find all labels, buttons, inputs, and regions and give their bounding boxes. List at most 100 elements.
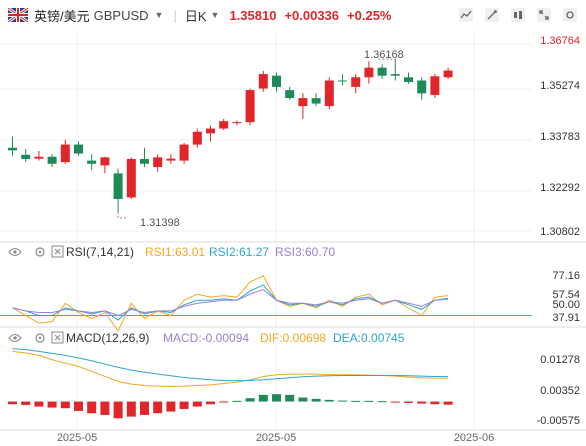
macd-title: MACD(12,26,9) [66,331,149,345]
candle-body [113,173,123,200]
rsi1-line [12,275,449,332]
macd-bar [126,401,136,417]
macd-bar [74,401,83,411]
macd-bar [338,400,347,402]
macd-bar [140,401,149,415]
rsi2-line [12,284,449,321]
price-tick-label: 1.33783 [540,131,580,143]
macd-lines [12,348,449,387]
candle-body [338,80,347,82]
candle-body [34,156,44,159]
price-tick-label: 1.36764 [540,35,580,47]
candle-body [430,76,440,95]
last-price: 1.35810 [229,7,277,23]
macd-bar [245,398,255,402]
macd-tick-label: -0.00575 [537,415,580,427]
gear-icon[interactable] [35,333,45,343]
instrument-symbol[interactable]: GBPUSD [93,7,149,23]
candle-body [87,160,97,164]
dif-line [12,350,449,387]
macd-legend: MACD:-0.00094 [163,331,249,345]
candle-type-icon[interactable] [510,7,526,23]
macd-bar [206,401,215,405]
rsi3-legend: RSI3:60.70 [275,245,335,259]
annotation-leader [378,58,396,68]
dea-line [12,348,449,382]
macd-bar [258,394,268,402]
chevron-down-icon[interactable]: ▼ [154,10,164,20]
macd-bar [351,400,361,402]
macd-tick-label: 0.01278 [540,354,580,366]
grid [0,30,586,431]
macd-bar [219,401,229,403]
candle-body [272,75,281,87]
price-axis: 1.36764 1.35274 1.33783 1.32292 1.30802 [540,35,580,238]
macd-bar [285,394,295,402]
candle-body [153,157,163,167]
macd-bar [311,398,321,402]
macd-bar [404,401,413,403]
price-annotations: 1.36168 1.31398 [117,49,404,229]
uk-flag-icon [7,6,29,24]
rsi-title: RSI(7,14,21) [66,245,134,259]
close-icon[interactable] [51,245,64,258]
macd-bar [443,401,453,405]
macd-bar [34,401,44,407]
candle-body [311,98,321,104]
candle-body [140,158,149,164]
macd-histogram [8,394,453,419]
eye-icon[interactable] [8,248,22,256]
candle-body [443,70,453,78]
candle-body [8,147,17,151]
candle-body [206,128,215,134]
low-annotation: 1.31398 [140,217,180,229]
indicator-icon[interactable] [458,7,474,23]
rsi-tick-label: 50.00 [552,299,580,311]
macd-header: MACD(12,26,9) MACD:-0.00094 DIF:0.00698 … [8,331,405,345]
period-selector[interactable]: 日K [184,8,207,24]
macd-bar [21,401,31,405]
candle-body [74,144,83,154]
macd-bar [430,401,440,405]
macd-bar [8,401,17,405]
macd-bar [100,401,110,415]
candle-body [100,157,110,166]
rsi1-legend: RSI1:63.01 [145,245,205,259]
rsi2-legend: RSI2:61.27 [209,245,269,259]
chevron-down-icon[interactable]: ▼ [210,10,220,20]
rsi-header: RSI(7,14,21) RSI1:63.01 RSI2:61.27 RSI3:… [8,245,335,259]
candle-body [390,74,400,76]
macd-bar [47,401,57,408]
close-icon[interactable] [51,331,64,344]
candle-body [232,122,242,124]
macd-bar [364,400,374,402]
price-change: +0.00336 [284,7,340,23]
chart-header: 英镑/美元 GBPUSD ▼ | 日K ▼ 1.35810 +0.00336 +… [0,0,586,30]
rsi-tick-label: 77.16 [552,270,580,282]
macd-bar [417,401,427,404]
instrument-name: 英镑/美元 [34,8,90,24]
candle-body [351,77,361,87]
macd-bar [113,401,123,419]
macd-bar [153,401,163,414]
candle-body [258,74,268,89]
draw-tool-icon[interactable] [484,7,500,23]
price-change-pct: +0.25% [347,7,392,23]
macd-tick-label: 0.00352 [540,385,580,397]
dif-legend: DIF:0.00698 [260,331,326,345]
eye-icon[interactable] [8,334,22,342]
candle-body [47,156,57,164]
settings-icon[interactable] [562,7,578,23]
candle-body [126,158,136,198]
candle-body [179,144,189,161]
fullscreen-icon[interactable] [536,7,552,23]
rsi-lines [0,275,532,332]
macd-bar [166,401,176,412]
high-annotation: 1.36168 [364,49,404,61]
candle-body [219,121,229,129]
macd-bar [232,400,242,402]
date-tick-label: 2025-05 [57,432,97,444]
macd-bar [192,401,202,407]
gear-icon[interactable] [35,247,45,257]
